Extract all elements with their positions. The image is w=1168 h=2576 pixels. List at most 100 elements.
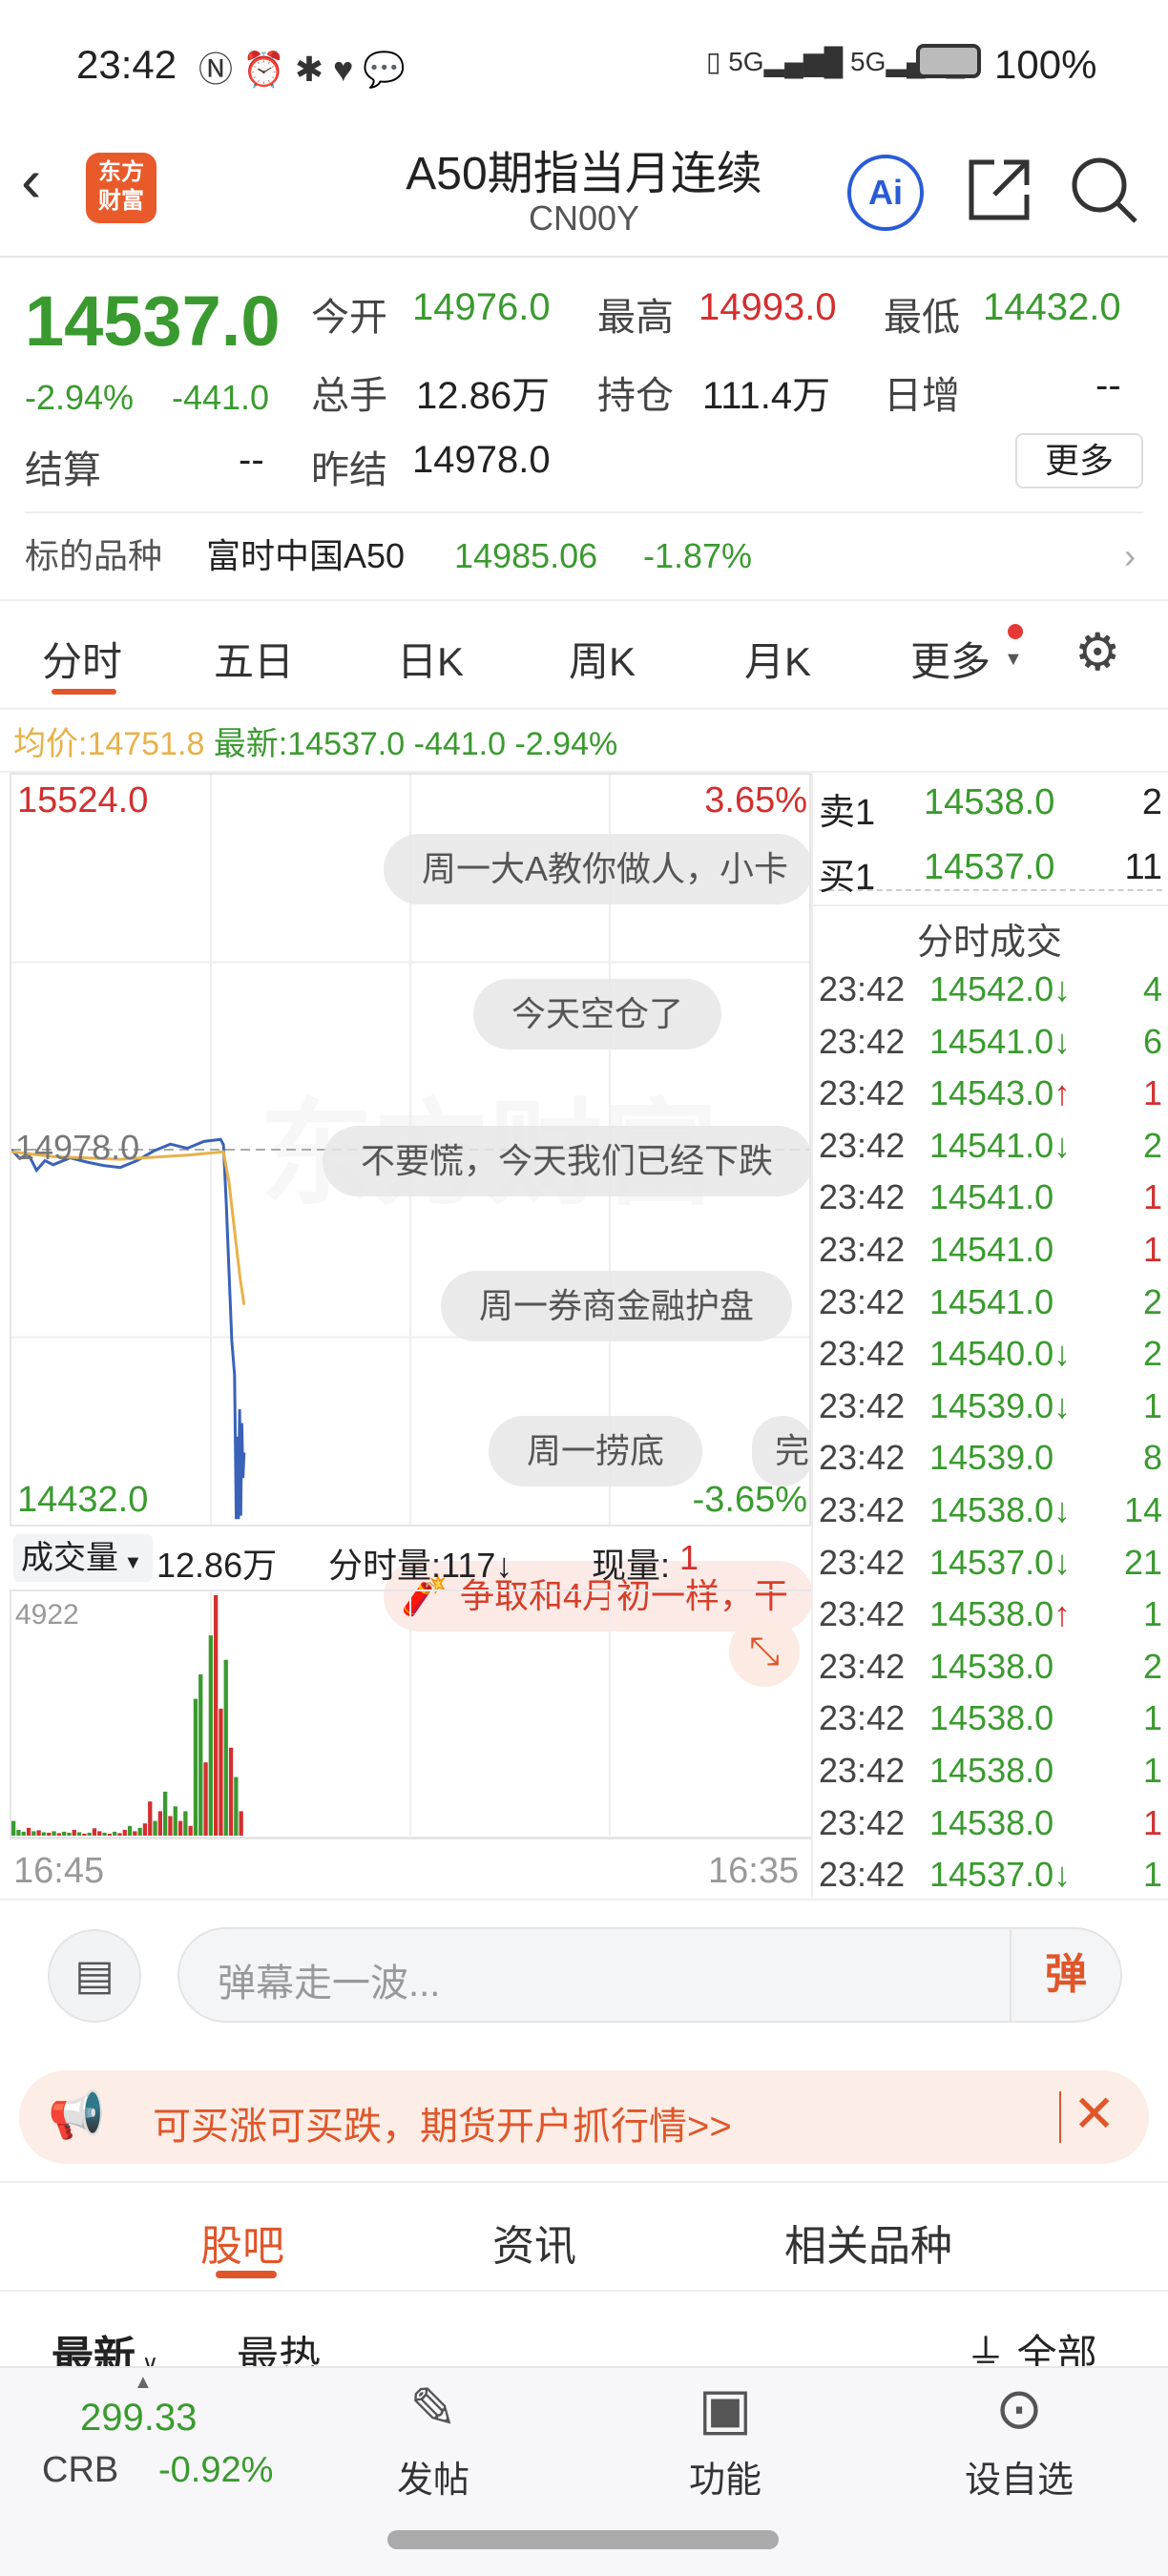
trade-row: 23:42 14538.0 1 (819, 1693, 1162, 1744)
danmaku-input[interactable]: 弹幕走一波... 弹 (177, 1927, 1122, 2023)
tab-news[interactable]: 资讯 (492, 2223, 576, 2270)
nav-functions[interactable]: ▣ 功能 (630, 2376, 821, 2503)
trade-qty: 2 (1142, 1334, 1162, 1374)
chevron-down-icon: ∨ (136, 2351, 159, 2366)
tab-guba[interactable]: 股吧 (200, 2223, 284, 2270)
low-value: 14432.0 (983, 286, 1121, 328)
trade-row: 23:42 14539.0↓ 1 (819, 1381, 1162, 1432)
avg-value: 14751.8 (87, 726, 205, 762)
trade-qty: 2 (1142, 1125, 1162, 1165)
sort-hot[interactable]: 最热 (237, 2334, 321, 2366)
filter-button[interactable]: ⏚ 全部 (966, 2322, 1097, 2366)
trade-price-value: 14538.0 (929, 1802, 1054, 1842)
trade-price: 14541.0 (929, 1172, 1053, 1223)
volume-bar (198, 1674, 203, 1836)
grid-icon: ▣ (698, 2377, 753, 2441)
volume-bar (11, 1820, 16, 1836)
volume-bar (133, 1831, 137, 1836)
trade-price-value: 14541.0 (929, 1021, 1054, 1061)
close-icon[interactable]: ✕ (1073, 2086, 1116, 2143)
trade-price-value: 14538.0 (929, 1490, 1054, 1529)
volume-bar (219, 1708, 223, 1836)
volume-bar (223, 1659, 228, 1836)
volume-selector-label: 成交量 (21, 1540, 118, 1576)
volume-bar (21, 1831, 26, 1836)
tab-daily-k[interactable]: 日K (397, 639, 465, 684)
trade-row: 23:42 14537.0↓ 1 (819, 1849, 1162, 1901)
trade-price-value: 14541.0 (929, 1230, 1054, 1269)
trade-price: 14537.0↓ (929, 1849, 1071, 1901)
danmaku-text: 争取和4月初一样，干 (460, 1576, 789, 1615)
trade-time: 23:42 (819, 1385, 906, 1425)
volume-bar (87, 1832, 92, 1836)
tab-active-indicator (52, 689, 116, 695)
search-icon[interactable] (1071, 156, 1139, 225)
sort-latest[interactable]: 最新 ∨ (52, 2322, 158, 2366)
send-danmaku-button[interactable]: 弹 (1010, 1929, 1120, 2021)
volume-bar (72, 1829, 76, 1836)
trade-time: 23:42 (819, 1646, 906, 1686)
dropdown-icon: ▼ (118, 1552, 143, 1573)
trade-row: 23:42 14541.0 2 (819, 1277, 1162, 1328)
nav-post[interactable]: ✎ 发帖 (338, 2376, 529, 2503)
trade-time: 23:42 (819, 1438, 906, 1478)
volume-bar (76, 1832, 82, 1836)
trade-time: 23:42 (819, 1334, 906, 1374)
trade-time: 23:42 (819, 1021, 906, 1061)
trade-qty: 1 (1142, 1177, 1162, 1217)
trade-direction-icon: ↓ (1053, 1021, 1072, 1061)
danmaku-bubble: 周一券商金融护盘 (441, 1271, 793, 1341)
more-button[interactable]: 更多 (1015, 433, 1143, 488)
volume-bar (92, 1828, 97, 1836)
trade-price: 14538.0↓ (929, 1485, 1071, 1536)
back-icon[interactable]: ‹ (21, 146, 42, 215)
danmaku-bubble: 周一大A教你做人，小卡 (384, 834, 813, 904)
battery-icon (916, 44, 981, 78)
promo-banner[interactable]: 📢 可买涨可买跌，期货开户抓行情>> ✕ (19, 2070, 1149, 2164)
filter-label: 全部 (1016, 2332, 1097, 2366)
home-indicator[interactable] (387, 2530, 779, 2549)
volume-bar (67, 1832, 72, 1836)
nav-add-watchlist[interactable]: ⊙ 设自选 (924, 2376, 1115, 2503)
tab-related[interactable]: 相关品种 (784, 2223, 952, 2270)
ai-button[interactable]: Ai (847, 155, 924, 231)
volume-bar (239, 1811, 243, 1836)
x-end-label: 16:35 (708, 1851, 800, 1891)
underlying-price: 14985.06 (454, 536, 598, 575)
gear-icon[interactable]: ⚙ (1074, 624, 1121, 681)
underlying-row[interactable]: 标的品种 富时中国A50 14985.06 -1.87% › (0, 523, 1168, 597)
volume-bar (26, 1827, 31, 1836)
trade-price-value: 14541.0 (929, 1281, 1054, 1321)
firecracker-icon: 🧨 (401, 1575, 448, 1617)
tab-more[interactable]: 更多 (910, 639, 991, 684)
volume-value: 12.86万 (416, 375, 551, 417)
trade-price: 14541.0↓ (929, 1120, 1071, 1172)
volume-bar (62, 1831, 67, 1836)
tab-active-indicator (216, 2271, 277, 2278)
tab-intraday[interactable]: 分时 (42, 639, 123, 684)
banner-divider (1059, 2091, 1061, 2143)
trade-price-value: 14540.0 (929, 1334, 1054, 1374)
trade-qty: 6 (1142, 1021, 1162, 1061)
tab-monthly-k[interactable]: 月K (744, 639, 812, 684)
trade-time: 23:42 (819, 969, 906, 1008)
volume-selector[interactable]: 成交量 ▼ (13, 1534, 153, 1582)
tab-five-day[interactable]: 五日 (214, 639, 295, 684)
share-icon[interactable] (966, 156, 1032, 223)
filter-icon: ⏚ (966, 2332, 1017, 2366)
logo-text: 东方财富 (98, 159, 144, 214)
chevron-right-icon: › (1124, 536, 1136, 575)
underlying-pct: -1.87% (643, 536, 753, 575)
intraday-chart[interactable]: 东方财富 15524.0 3.65% 14978.0 14432.0 -3.65… (10, 773, 813, 1631)
trade-price-value: 14539.0 (929, 1438, 1054, 1478)
danmaku-settings-icon[interactable]: ▤ (48, 1929, 141, 2023)
expand-icon[interactable]: ⤡ (729, 1616, 800, 1687)
trade-price: 14541.0 (929, 1277, 1053, 1328)
volume-bar (203, 1762, 208, 1836)
avg-price-line (11, 1150, 246, 1305)
tab-weekly-k[interactable]: 周K (569, 639, 636, 684)
volume-bar (148, 1801, 153, 1836)
volume-total: 12.86万 (156, 1546, 278, 1585)
ask-label: 卖1 (819, 793, 876, 833)
column-divider (811, 773, 813, 1899)
